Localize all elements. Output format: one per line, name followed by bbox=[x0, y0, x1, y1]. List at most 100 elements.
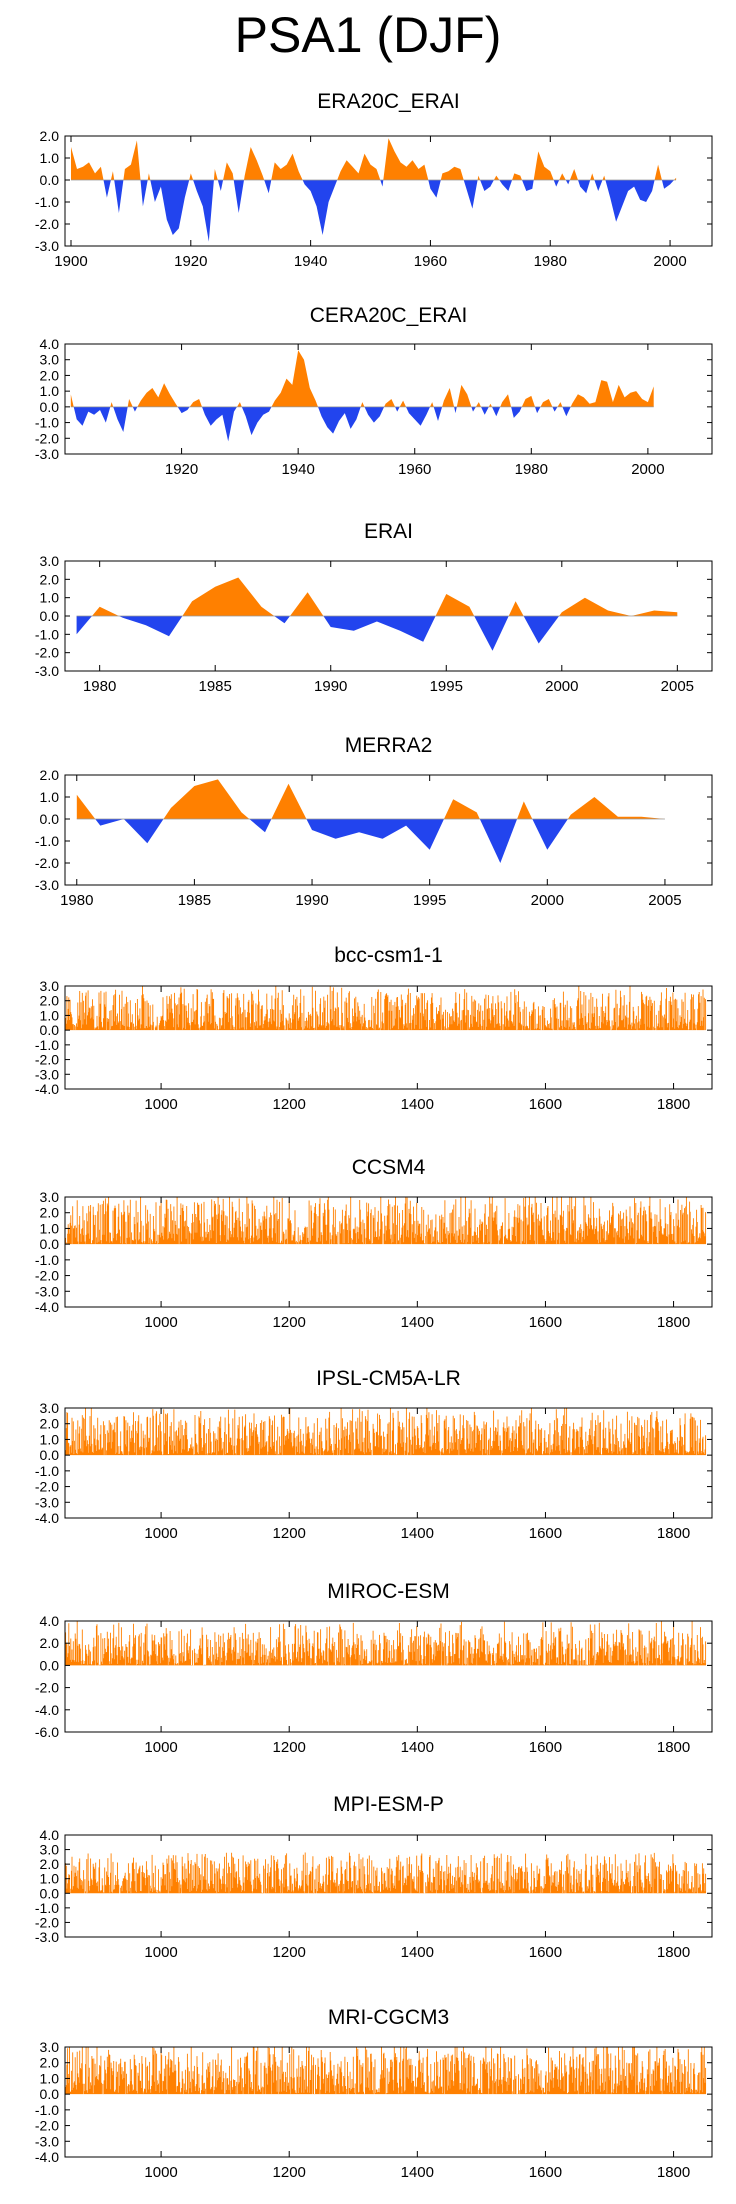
x-tick-label: 1980 bbox=[60, 892, 93, 909]
positive-area bbox=[512, 173, 522, 180]
x-tick-label: 1960 bbox=[414, 253, 447, 270]
y-tick-label: 1.0 bbox=[40, 150, 60, 166]
y-tick-label: -2.0 bbox=[35, 216, 59, 232]
positive-area bbox=[533, 151, 554, 180]
positive-bars bbox=[65, 986, 707, 1031]
x-tick-label: 1400 bbox=[401, 1739, 434, 1756]
panel-title: CCSM4 bbox=[352, 1156, 426, 1179]
negative-area bbox=[552, 406, 558, 412]
chart-panel: MRI-CGCM3 3.02.01.00.0-1.0-2.0-3.0-4.0 100… bbox=[35, 2006, 713, 2181]
positive-area bbox=[559, 173, 566, 180]
negative-area bbox=[522, 180, 534, 191]
x-tick-label: 2000 bbox=[653, 253, 686, 270]
x-tick-label: 1985 bbox=[178, 892, 211, 909]
panel-title: MERRA2 bbox=[345, 734, 433, 757]
y-tick-label: 1.0 bbox=[40, 383, 60, 399]
figure-title: PSA1 (DJF) bbox=[234, 7, 502, 63]
plot-frame bbox=[64, 1407, 713, 1519]
negative-area bbox=[233, 180, 244, 213]
positive-area bbox=[110, 171, 115, 180]
panel-title: bcc-csm1-1 bbox=[334, 944, 443, 967]
x-tick-label: 1985 bbox=[199, 678, 232, 695]
x-tick-label: 1960 bbox=[398, 461, 431, 478]
negative-area bbox=[594, 180, 603, 191]
plot-area bbox=[76, 577, 678, 651]
negative-area bbox=[474, 616, 509, 651]
negative-area bbox=[264, 180, 272, 194]
positive-area bbox=[110, 402, 114, 407]
y-tick-label: -4.0 bbox=[35, 1081, 59, 1097]
plot-frame bbox=[64, 1620, 713, 1733]
x-tick-label: 1400 bbox=[401, 1525, 434, 1542]
negative-area bbox=[241, 406, 272, 436]
positive-area bbox=[123, 140, 141, 180]
y-tick-label: -1.0 bbox=[35, 1037, 59, 1053]
negative-area bbox=[177, 406, 190, 414]
y-tick-label: 2.0 bbox=[40, 1635, 60, 1651]
negative-area bbox=[302, 180, 338, 235]
chart-panel: CERA20C_ERAI 4.03.02.01.00.0-1.0-2.0-3.0 1… bbox=[35, 304, 713, 478]
y-tick-label: -2.0 bbox=[35, 1479, 59, 1495]
positive-area bbox=[508, 601, 524, 616]
positive-area bbox=[493, 175, 500, 180]
positive-area bbox=[71, 147, 104, 180]
positive-area bbox=[147, 173, 151, 180]
plot-area bbox=[65, 1621, 707, 1666]
negative-area bbox=[123, 819, 164, 844]
positive-area bbox=[590, 173, 595, 180]
panel-title: MIROC-ESM bbox=[327, 1580, 450, 1603]
negative-area bbox=[535, 406, 541, 414]
chart-panel: bcc-csm1-1 3.02.01.00.0-1.0-2.0-3.0-4.0 10… bbox=[35, 944, 713, 1113]
negative-area bbox=[492, 406, 501, 417]
x-tick-label: 1995 bbox=[413, 892, 446, 909]
y-tick-label: 1.0 bbox=[40, 1871, 60, 1887]
y-tick-label: 2.0 bbox=[40, 571, 60, 587]
x-tick-label: 1600 bbox=[529, 1944, 562, 1961]
y-tick-label: -1.0 bbox=[35, 2102, 59, 2118]
x-tick-label: 1000 bbox=[144, 2164, 177, 2181]
negative-area bbox=[95, 819, 124, 826]
negative-area bbox=[113, 406, 128, 432]
plot-area bbox=[65, 1408, 707, 1456]
positive-area bbox=[521, 395, 535, 407]
y-tick-label: -1.0 bbox=[35, 626, 59, 642]
y-tick-label: 0.0 bbox=[40, 399, 60, 415]
positive-area bbox=[570, 380, 654, 407]
y-tick-label: 4.0 bbox=[40, 1827, 60, 1843]
negative-area bbox=[463, 180, 478, 209]
y-tick-label: -2.0 bbox=[35, 1052, 59, 1068]
x-tick-label: 1200 bbox=[273, 1739, 306, 1756]
positive-area bbox=[559, 597, 678, 616]
negative-area bbox=[217, 180, 224, 191]
positive-bars bbox=[65, 1852, 707, 1894]
chart-panel: IPSL-CM5A-LR 3.02.01.00.0-1.0-2.0-3.0-4.0… bbox=[35, 1367, 713, 1542]
negative-area bbox=[306, 819, 444, 850]
panel-title: ERA20C_ERAI bbox=[317, 90, 459, 113]
positive-area bbox=[189, 173, 194, 180]
y-tick-label: -3.0 bbox=[35, 1283, 59, 1299]
x-tick-label: 1200 bbox=[273, 2164, 306, 2181]
positive-area bbox=[440, 166, 464, 180]
negative-area bbox=[103, 180, 111, 198]
x-tick-label: 1990 bbox=[295, 892, 328, 909]
chart-panel: CCSM4 3.02.01.00.0-1.0-2.0-3.0-4.0 1000 120… bbox=[35, 1156, 713, 1331]
x-tick-label: 1800 bbox=[657, 2164, 690, 2181]
y-tick-label: 2.0 bbox=[40, 993, 60, 1009]
y-tick-label: -3.0 bbox=[35, 1929, 59, 1945]
y-tick-label: 0.0 bbox=[40, 1022, 60, 1038]
x-tick-label: 1940 bbox=[294, 253, 327, 270]
y-tick-label: -2.0 bbox=[35, 1680, 59, 1696]
positive-area bbox=[237, 402, 242, 407]
x-tick-label: 1940 bbox=[281, 461, 314, 478]
positive-area bbox=[430, 402, 434, 407]
y-tick-label: -2.0 bbox=[35, 855, 59, 871]
x-tick-label: 1400 bbox=[401, 1944, 434, 1961]
y-tick-label: 3.0 bbox=[40, 1189, 60, 1205]
y-tick-label: -1.0 bbox=[35, 1463, 59, 1479]
y-tick-label: 2.0 bbox=[40, 367, 60, 383]
x-tick-label: 1980 bbox=[534, 253, 567, 270]
x-tick-label: 1000 bbox=[144, 1944, 177, 1961]
positive-area bbox=[399, 400, 406, 407]
negative-area bbox=[202, 406, 237, 442]
negative-area bbox=[433, 406, 443, 421]
